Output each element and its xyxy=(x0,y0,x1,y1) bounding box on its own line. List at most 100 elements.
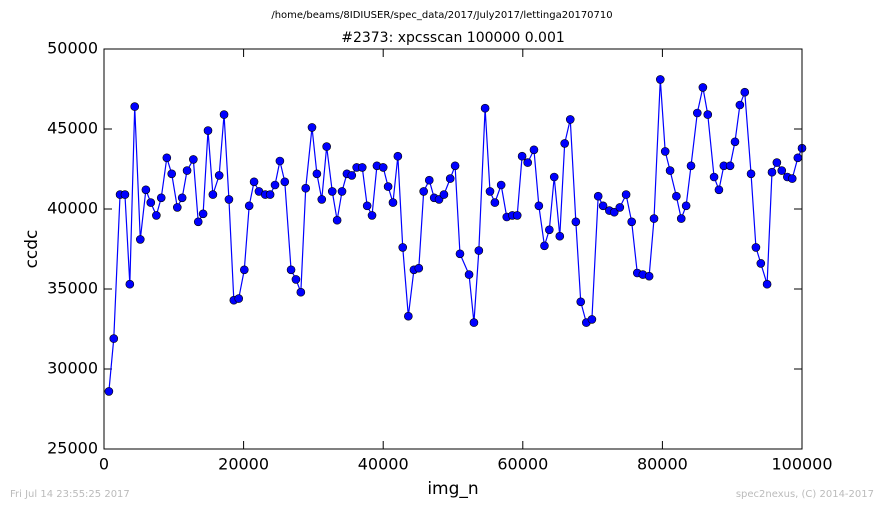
data-point xyxy=(172,203,182,212)
data-point xyxy=(347,171,357,180)
data-point xyxy=(265,190,275,199)
data-point xyxy=(152,211,161,220)
data-point xyxy=(234,294,244,303)
data-point xyxy=(464,270,474,279)
y-axis-label: ccdc xyxy=(22,230,42,269)
data-point xyxy=(762,279,772,289)
data-point xyxy=(627,217,636,227)
data-point xyxy=(244,201,254,211)
data-point xyxy=(545,225,554,235)
data-point xyxy=(414,263,424,273)
data-point xyxy=(735,100,745,110)
data-point xyxy=(135,235,145,244)
data-point xyxy=(549,172,559,182)
data-point xyxy=(193,217,203,227)
data-point xyxy=(621,190,631,199)
data-point xyxy=(656,75,665,84)
data-point xyxy=(439,190,449,199)
x-tick-label: 60000 xyxy=(497,455,548,474)
data-point xyxy=(598,201,608,211)
data-point xyxy=(214,171,224,180)
x-tick-label: 0 xyxy=(99,455,109,474)
data-point xyxy=(327,187,337,196)
data-point xyxy=(141,185,151,195)
y-tick-label: 45000 xyxy=(47,119,98,138)
footer-credit: spec2nexus, (C) 2014-2017 xyxy=(736,489,874,500)
data-point xyxy=(496,180,506,190)
data-point xyxy=(469,318,479,327)
data-point xyxy=(751,243,761,252)
data-point xyxy=(698,83,708,92)
data-point xyxy=(767,167,777,177)
data-point xyxy=(398,243,408,252)
data-point xyxy=(332,215,342,225)
data-point xyxy=(337,187,347,196)
data-point xyxy=(593,191,603,201)
data-point xyxy=(249,177,259,187)
y-tick-label: 25000 xyxy=(47,439,98,458)
data-point xyxy=(322,142,331,151)
data-point xyxy=(301,183,311,193)
data-point xyxy=(560,139,569,148)
data-point xyxy=(576,297,586,307)
data-point xyxy=(224,195,234,204)
data-point xyxy=(270,180,280,190)
data-point xyxy=(587,315,597,324)
data-point xyxy=(286,265,296,275)
y-tick-label: 30000 xyxy=(47,359,98,378)
x-axis-label: img_n xyxy=(427,479,478,499)
y-tick-label: 50000 xyxy=(47,39,98,58)
data-point xyxy=(565,115,575,124)
data-point xyxy=(512,211,522,220)
data-point xyxy=(660,147,670,156)
data-point xyxy=(772,158,782,167)
data-point xyxy=(450,161,460,171)
data-point xyxy=(146,198,156,207)
data-point xyxy=(485,187,495,196)
x-tick-label: 40000 xyxy=(358,455,409,474)
data-point xyxy=(162,153,172,163)
data-point xyxy=(756,259,766,268)
data-point xyxy=(686,161,696,171)
y-tick-label: 35000 xyxy=(47,279,98,298)
data-point xyxy=(362,201,372,211)
data-point xyxy=(681,201,691,211)
data-point xyxy=(740,87,750,97)
data-point xyxy=(672,191,681,201)
data-point xyxy=(445,174,455,183)
data-point xyxy=(571,217,581,227)
suptitle: /home/beams/8IDIUSER/spec_data/2017/July… xyxy=(271,10,612,21)
y-tick-label: 40000 xyxy=(47,199,98,218)
data-point xyxy=(167,169,177,179)
data-point xyxy=(615,203,625,212)
data-point xyxy=(383,182,393,191)
plot-frame xyxy=(103,48,803,450)
data-point xyxy=(703,110,713,119)
data-point xyxy=(455,249,465,259)
data-point xyxy=(692,108,702,118)
data-point xyxy=(156,193,166,203)
data-point xyxy=(219,110,229,119)
chart-title: #2373: xpcsscan 100000 0.001 xyxy=(341,30,565,46)
data-point xyxy=(709,172,719,182)
data-point xyxy=(676,214,686,223)
data-point xyxy=(419,187,428,196)
data-point xyxy=(239,265,249,275)
data-point xyxy=(730,137,740,147)
data-point xyxy=(490,198,500,207)
data-point xyxy=(125,279,135,289)
data-point xyxy=(480,103,490,113)
data-point xyxy=(393,151,403,161)
data-point xyxy=(291,275,301,284)
data-point xyxy=(367,211,377,220)
footer-date: Fri Jul 14 23:55:25 2017 xyxy=(10,489,130,500)
x-tick-label: 80000 xyxy=(637,455,688,474)
data-point xyxy=(104,387,114,396)
data-point xyxy=(534,201,544,211)
data-point xyxy=(787,174,797,183)
data-point xyxy=(208,190,218,199)
data-point xyxy=(517,151,527,161)
x-tick-label: 20000 xyxy=(218,455,269,474)
data-point xyxy=(746,169,756,179)
data-point xyxy=(555,231,565,241)
